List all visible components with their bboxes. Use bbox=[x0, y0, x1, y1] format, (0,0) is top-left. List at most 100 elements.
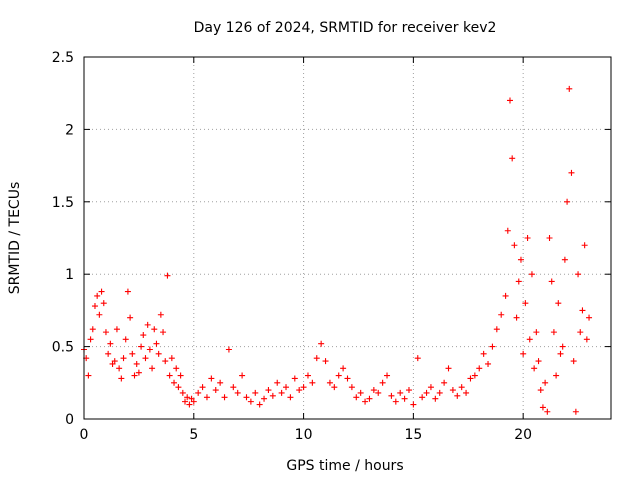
y-tick-label: 0 bbox=[65, 412, 74, 428]
data-point bbox=[537, 387, 544, 394]
data-point bbox=[133, 360, 140, 367]
data-point bbox=[572, 408, 579, 415]
axes bbox=[83, 56, 612, 420]
data-point bbox=[498, 311, 505, 318]
data-point bbox=[467, 375, 474, 382]
data-point bbox=[553, 372, 560, 379]
data-point bbox=[583, 336, 590, 343]
data-point bbox=[531, 365, 538, 372]
data-point bbox=[122, 336, 129, 343]
data-point bbox=[111, 358, 118, 365]
data-point bbox=[199, 384, 206, 391]
x-axis-label: GPS time / hours bbox=[286, 458, 403, 474]
data-point bbox=[168, 355, 175, 362]
data-point bbox=[410, 401, 417, 408]
data-point bbox=[427, 384, 434, 391]
data-point bbox=[107, 340, 114, 347]
data-point bbox=[105, 350, 112, 357]
data-point bbox=[335, 372, 342, 379]
data-point bbox=[579, 307, 586, 314]
data-point bbox=[283, 384, 290, 391]
data-point bbox=[149, 365, 156, 372]
data-point bbox=[432, 395, 439, 402]
data-point bbox=[100, 300, 107, 307]
data-point bbox=[577, 329, 584, 336]
data-point bbox=[326, 379, 333, 386]
data-point bbox=[405, 387, 412, 394]
data-point bbox=[155, 350, 162, 357]
data-point bbox=[309, 379, 316, 386]
data-point bbox=[212, 387, 219, 394]
data-point bbox=[118, 375, 125, 382]
data-point bbox=[113, 326, 120, 333]
data-point bbox=[522, 300, 529, 307]
data-point bbox=[340, 365, 347, 372]
data-point bbox=[392, 398, 399, 405]
data-point bbox=[506, 97, 513, 104]
data-point bbox=[561, 256, 568, 263]
data-point bbox=[203, 394, 210, 401]
data-point bbox=[520, 350, 527, 357]
data-point bbox=[287, 394, 294, 401]
y-tick-label: 0.5 bbox=[52, 340, 74, 356]
data-point bbox=[313, 355, 320, 362]
data-point bbox=[230, 384, 237, 391]
data-point bbox=[388, 392, 395, 399]
data-points bbox=[81, 85, 593, 415]
data-point bbox=[524, 235, 531, 241]
data-point bbox=[221, 394, 228, 401]
data-point bbox=[102, 329, 109, 336]
data-point bbox=[384, 372, 391, 379]
data-point bbox=[146, 346, 153, 353]
data-point bbox=[419, 394, 426, 401]
data-point bbox=[166, 372, 173, 379]
data-point bbox=[96, 311, 103, 318]
data-point bbox=[526, 336, 533, 343]
data-point bbox=[300, 384, 307, 391]
data-point bbox=[208, 375, 215, 382]
grid-lines bbox=[84, 57, 611, 419]
data-point bbox=[127, 314, 134, 321]
data-point bbox=[401, 395, 408, 402]
data-point bbox=[570, 358, 577, 365]
data-point bbox=[296, 387, 303, 394]
data-point bbox=[485, 360, 492, 367]
data-point bbox=[138, 343, 145, 350]
y-tick-labels: 0 0.5 1 1.5 2 2.5 bbox=[52, 50, 74, 428]
data-point bbox=[304, 372, 311, 379]
data-point bbox=[171, 379, 178, 386]
data-point bbox=[513, 314, 520, 321]
data-point bbox=[142, 355, 149, 362]
data-point bbox=[243, 394, 250, 401]
data-point bbox=[476, 365, 483, 372]
data-point bbox=[581, 242, 588, 249]
data-point bbox=[504, 227, 511, 234]
data-point bbox=[533, 329, 540, 336]
data-point bbox=[91, 303, 98, 310]
data-point bbox=[291, 375, 298, 382]
data-point bbox=[265, 387, 272, 394]
data-point bbox=[175, 384, 182, 391]
data-point bbox=[135, 369, 142, 376]
data-point bbox=[566, 85, 573, 92]
data-point bbox=[557, 350, 564, 357]
data-point bbox=[87, 336, 94, 343]
x-tick-label: 0 bbox=[80, 427, 89, 443]
y-tick-label: 2.5 bbox=[52, 50, 74, 66]
data-point bbox=[544, 408, 551, 415]
x-tick-label: 5 bbox=[189, 427, 198, 443]
data-point bbox=[94, 292, 101, 299]
data-point bbox=[131, 372, 138, 379]
data-point bbox=[362, 398, 369, 405]
data-point bbox=[85, 372, 92, 379]
data-point bbox=[322, 358, 329, 365]
data-point bbox=[528, 271, 535, 278]
data-point bbox=[546, 235, 553, 241]
data-point bbox=[379, 379, 386, 386]
y-tick-label: 2 bbox=[65, 122, 74, 138]
data-point bbox=[252, 389, 259, 396]
data-point bbox=[269, 392, 276, 399]
data-point bbox=[179, 389, 186, 396]
data-point bbox=[186, 401, 193, 408]
data-point bbox=[564, 198, 571, 205]
